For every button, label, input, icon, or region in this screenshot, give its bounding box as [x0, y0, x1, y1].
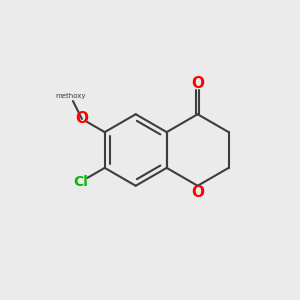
Text: Cl: Cl: [73, 175, 88, 189]
Text: O: O: [75, 112, 88, 127]
Text: O: O: [191, 184, 204, 200]
Text: methoxy: methoxy: [56, 93, 86, 99]
Text: O: O: [191, 76, 204, 91]
